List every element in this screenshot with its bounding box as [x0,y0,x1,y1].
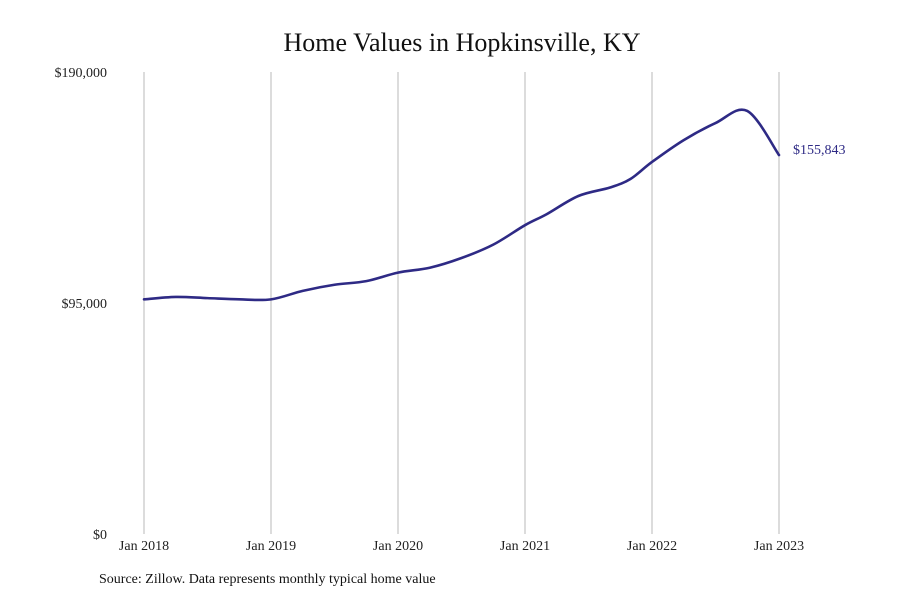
series-line-0 [142,108,781,302]
series-group [142,108,781,302]
gridlines [143,72,780,534]
y-tick-label: $95,000 [62,297,108,312]
y-tick-label: $0 [93,528,107,543]
x-tick-label: Jan 2020 [373,539,423,554]
source-note: Source: Zillow. Data represents monthly … [99,572,436,587]
x-tick-label: Jan 2019 [246,539,296,554]
y-axis-ticks: $0 $95,000 $190,000 [55,66,108,543]
end-value-label: $155,843 [793,143,846,158]
y-tick-label: $190,000 [55,66,108,81]
x-tick-label: Jan 2021 [500,539,550,554]
x-tick-label: Jan 2023 [754,539,804,554]
x-tick-label: Jan 2018 [119,539,169,554]
x-tick-label: Jan 2022 [627,539,677,554]
chart-title: Home Values in Hopkinsville, KY [284,28,641,57]
x-axis-ticks: Jan 2018 Jan 2019 Jan 2020 Jan 2021 Jan 2022… [119,539,804,554]
